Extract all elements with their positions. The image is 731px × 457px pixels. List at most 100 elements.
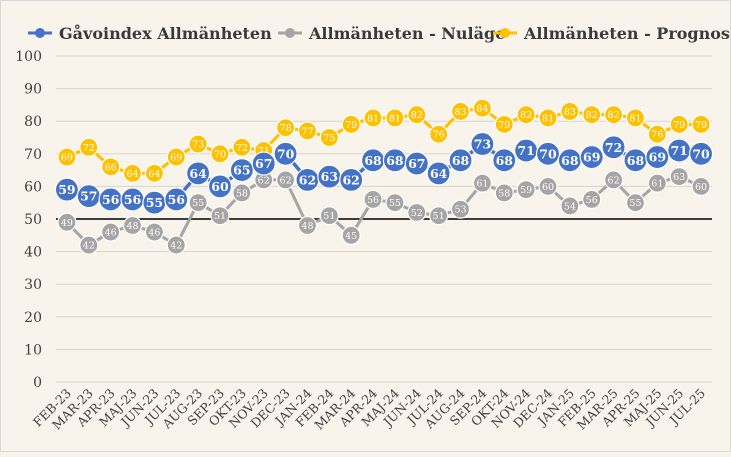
data-label: 75 [323, 133, 335, 144]
data-point [339, 167, 364, 192]
data-point [188, 134, 208, 154]
data-point [579, 144, 604, 170]
data-point [472, 98, 492, 118]
data-point [210, 144, 230, 164]
data-label: 60 [695, 182, 707, 193]
data-label: 56 [168, 192, 186, 207]
data-point [101, 222, 121, 242]
series-layer: 49 42 46 48 46 42 55 51 58 62 62 48 51 45 56 55 52 51 53 61… [54, 98, 714, 255]
data-label: 79 [498, 120, 510, 131]
data-label: 51 [323, 211, 335, 222]
data-point [79, 235, 99, 255]
data-label: 62 [258, 175, 270, 186]
y-tick-label: 40 [24, 245, 42, 261]
data-label: 72 [236, 143, 248, 154]
data-point [207, 174, 233, 199]
data-label: 61 [476, 179, 488, 190]
data-label: 56 [586, 195, 598, 206]
data-point [297, 121, 318, 141]
data-point [669, 167, 689, 187]
data-point [54, 177, 80, 202]
data-label: 60 [211, 179, 229, 194]
data-label: 64 [148, 169, 160, 180]
data-point [57, 147, 77, 167]
data-label: 73 [474, 137, 491, 152]
data-point [538, 108, 558, 128]
series-2: 69 72 66 64 64 69 73 70 72 71 78 77 75 79 81 81 82 76 83 84… [57, 98, 711, 183]
data-point [407, 202, 427, 223]
data-label: 68 [452, 153, 470, 168]
data-point [229, 158, 254, 183]
data-point [210, 206, 230, 226]
data-label: 68 [627, 153, 645, 168]
data-point [276, 170, 296, 190]
data-label: 60 [542, 182, 554, 193]
data-point [582, 189, 602, 210]
data-point [470, 131, 495, 157]
data-label: 56 [124, 192, 142, 207]
y-tick-label: 60 [24, 179, 42, 195]
data-point [625, 108, 646, 128]
x-axis: FEB-23MAR-23APR-23MAJ-23JUN-23JUL-23AUG-… [30, 385, 708, 432]
data-point [79, 137, 99, 157]
data-point [450, 199, 471, 219]
legend-label: Gåvoindex Allmänheten [59, 23, 272, 43]
data-point [625, 193, 646, 213]
data-label: 49 [61, 218, 73, 229]
data-point [516, 180, 536, 200]
data-point [122, 215, 143, 236]
data-label: 54 [564, 201, 576, 212]
data-label: 45 [345, 231, 357, 242]
data-point [494, 183, 514, 203]
data-label: 58 [498, 188, 510, 199]
data-point [166, 147, 186, 167]
data-point [426, 161, 451, 186]
data-label: 69 [170, 153, 182, 164]
data-label: 83 [564, 107, 576, 118]
data-point [560, 101, 580, 122]
data-label: 77 [301, 126, 313, 137]
data-point [319, 127, 339, 148]
legend-label: Allmänheten - Nuläge [308, 24, 505, 43]
data-label: 58 [236, 188, 248, 199]
data-point [144, 222, 164, 242]
data-point [341, 225, 361, 245]
data-point [472, 173, 492, 193]
data-point [603, 170, 624, 190]
y-tick-label: 90 [24, 82, 42, 98]
data-label: 51 [433, 211, 445, 222]
data-label: 64 [126, 169, 138, 180]
data-point [166, 235, 186, 255]
data-label: 57 [80, 189, 97, 204]
data-label: 61 [651, 179, 663, 190]
data-point [429, 206, 449, 226]
data-point [232, 183, 252, 203]
data-point [407, 105, 427, 125]
data-label: 48 [301, 221, 313, 232]
data-label: 55 [629, 198, 641, 209]
data-label: 42 [170, 241, 182, 252]
data-point [385, 108, 405, 128]
data-point [492, 148, 517, 173]
y-axis: 0 10 20 30 40 50 60 70 80 90 100 [15, 49, 42, 391]
data-label: 70 [277, 146, 295, 161]
legend: Gåvoindex Allmänheten Allmänheten - Nuläg… [28, 23, 730, 43]
data-label: 55 [192, 198, 204, 209]
legend-swatch-marker [500, 28, 510, 38]
data-point [276, 118, 296, 138]
data-point [688, 141, 714, 166]
y-tick-label: 70 [24, 147, 42, 163]
data-label: 82 [520, 110, 532, 121]
data-point [429, 124, 449, 144]
data-point [645, 144, 670, 170]
data-point [273, 141, 298, 166]
data-label: 79 [695, 120, 707, 131]
data-label: 48 [126, 221, 138, 232]
legend-swatch-marker [35, 28, 45, 38]
data-point [297, 215, 318, 236]
data-label: 69 [649, 150, 666, 165]
data-label: 76 [651, 130, 663, 141]
data-label: 63 [321, 169, 338, 184]
